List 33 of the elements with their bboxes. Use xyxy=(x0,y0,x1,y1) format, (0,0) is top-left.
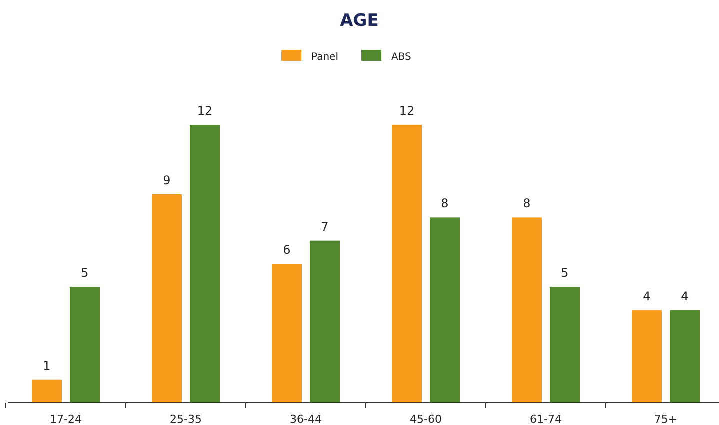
bar xyxy=(632,310,662,403)
bar xyxy=(392,125,422,403)
x-tick-label: 36-44 xyxy=(290,413,322,425)
x-tick-label: 75+ xyxy=(654,413,678,425)
data-label: 9 xyxy=(163,174,171,188)
data-label: 4 xyxy=(681,289,689,304)
data-label: 1 xyxy=(43,358,51,373)
data-label: 8 xyxy=(441,196,449,211)
x-tick-label: 61-74 xyxy=(530,413,562,425)
bar xyxy=(310,240,340,403)
data-label: 5 xyxy=(561,266,569,280)
data-label: 5 xyxy=(81,266,89,280)
chart-title: AGE xyxy=(340,11,379,31)
x-tick-label: 17-24 xyxy=(50,413,82,425)
data-label: 4 xyxy=(643,289,651,304)
bar xyxy=(70,287,100,403)
x-tick-label: 45-60 xyxy=(410,413,442,425)
bar xyxy=(512,218,542,403)
legend-label: Panel xyxy=(312,52,338,63)
bar xyxy=(670,310,700,403)
data-label: 8 xyxy=(523,196,531,211)
bar xyxy=(550,287,580,403)
bar xyxy=(430,218,460,403)
legend-label: ABS xyxy=(392,52,412,63)
bar xyxy=(190,125,220,403)
data-label: 12 xyxy=(399,104,415,118)
data-label: 6 xyxy=(283,243,291,257)
data-label: 7 xyxy=(321,220,329,234)
bar xyxy=(272,264,302,403)
bar xyxy=(152,194,182,403)
data-label: 12 xyxy=(197,104,213,118)
bar xyxy=(32,380,62,403)
x-tick-label: 25-35 xyxy=(170,413,202,425)
